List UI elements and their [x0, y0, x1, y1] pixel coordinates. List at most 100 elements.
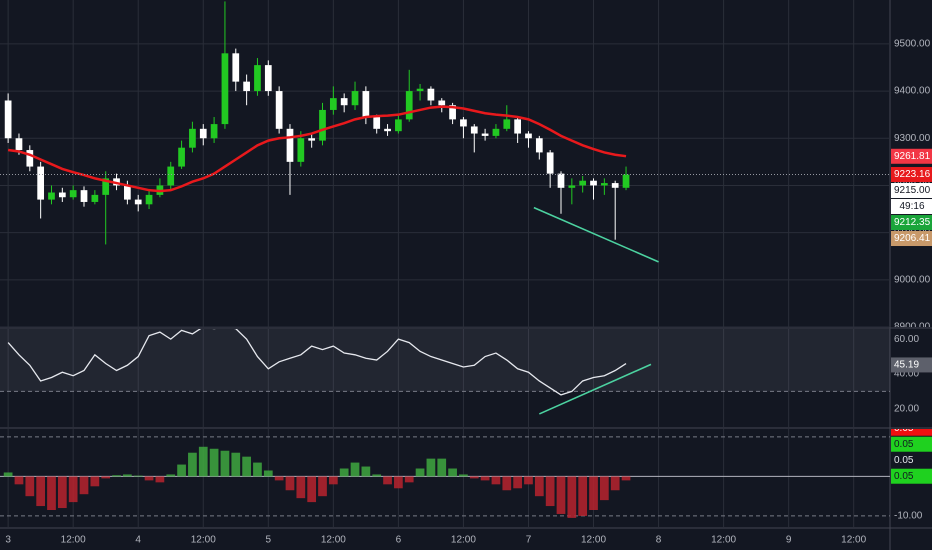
histogram-bar [318, 476, 327, 497]
candle-body [449, 105, 456, 120]
candle-body [275, 91, 283, 129]
countdown-box [891, 199, 932, 215]
price-label-box [891, 148, 932, 164]
x-tick-label: 12:00 [321, 535, 346, 546]
histogram-bar [177, 464, 186, 477]
x-tick-label: 6 [396, 535, 402, 546]
candle-body [58, 192, 66, 198]
histogram-bar [469, 476, 479, 479]
histogram-bar [491, 476, 501, 485]
histogram-bar [231, 452, 241, 477]
candle-body [243, 81, 250, 92]
x-tick-label: 12:00 [841, 535, 866, 546]
candle-body [329, 98, 337, 110]
y-tick-label: 8900.00 [894, 322, 931, 333]
histogram-bar [220, 450, 230, 477]
histogram-bar [599, 476, 609, 501]
candle-body [232, 53, 240, 82]
price-label: 9215.00 [894, 185, 931, 196]
price-label: 9223.16 [894, 169, 931, 180]
histogram-bar [567, 476, 577, 518]
histogram-bar [339, 468, 349, 477]
candle-body [405, 91, 413, 120]
candle-body [557, 173, 565, 188]
histogram-bar [350, 462, 360, 477]
candle-body [568, 185, 576, 188]
histogram-bar [610, 476, 620, 491]
candle-body [395, 119, 402, 132]
x-tick-label: 12:00 [191, 535, 216, 546]
candle-body [579, 180, 587, 186]
candle-body [297, 138, 305, 162]
candle-body [427, 88, 435, 101]
histogram-bar [426, 458, 436, 477]
histogram-bar [372, 474, 382, 477]
histogram-bar [328, 476, 338, 485]
x-tick-label: 12:00 [61, 535, 86, 546]
histogram-bar [621, 476, 631, 481]
candle-body [470, 126, 478, 134]
histogram-bar [166, 474, 176, 477]
pane [0, 0, 890, 327]
histogram-bar [198, 446, 208, 477]
candle-body [503, 119, 511, 129]
histogram-bar [578, 476, 588, 516]
candle-body [37, 166, 45, 200]
histogram-bar [383, 476, 392, 485]
histogram-bar [274, 476, 284, 481]
histogram-bar [209, 448, 219, 477]
price-label-box [891, 429, 932, 436]
price-label-box [891, 468, 932, 484]
candle-body [535, 138, 543, 153]
x-tick-label: 4 [135, 535, 141, 546]
candle-body [15, 138, 23, 151]
price-label: 9261.81 [894, 151, 931, 162]
histogram-bar [534, 476, 544, 497]
price-label-box [891, 357, 932, 373]
histogram-bar [3, 472, 13, 477]
candle-body [48, 192, 55, 200]
pane [0, 429, 890, 527]
candle-body [373, 117, 381, 129]
histogram-bar [361, 466, 371, 477]
price-label-box [891, 436, 932, 452]
histogram-bar [90, 476, 100, 487]
histogram-bar [101, 476, 111, 479]
histogram-bar [14, 476, 24, 485]
candle-body [590, 180, 597, 186]
histogram-bar [263, 470, 273, 477]
price-label: 0.05 [894, 455, 914, 466]
price-label: 45.19 [894, 360, 919, 371]
histogram-bar [394, 476, 403, 489]
histogram-bar [155, 476, 165, 483]
candle-body [91, 194, 99, 202]
y-tick-label: 20.00 [894, 404, 919, 415]
band [0, 329, 890, 392]
histogram-bar [415, 468, 425, 477]
candle-body [134, 199, 142, 205]
histogram-bar [589, 476, 598, 511]
candle-body [362, 91, 370, 118]
moving-average [7, 105, 627, 193]
trendline [533, 206, 659, 263]
histogram-bar [79, 476, 89, 495]
candle-body [438, 100, 446, 106]
x-tick-label: 8 [656, 535, 662, 546]
candle-body [102, 178, 110, 195]
price-label: 0.05 [894, 439, 914, 450]
candle-body [308, 138, 316, 141]
candle-body [254, 65, 261, 92]
histogram-bar [545, 476, 555, 507]
candle-body [69, 190, 77, 198]
y-tick-label: 40.00 [894, 369, 919, 380]
histogram-bar [57, 476, 67, 509]
histogram-bar [437, 458, 447, 477]
candle-body [611, 183, 619, 188]
histogram-bar [285, 476, 295, 491]
x-tick-label: 7 [526, 535, 532, 546]
candle-body [351, 91, 359, 106]
candle-body [189, 128, 196, 148]
histogram-bar [296, 476, 306, 499]
candle-body [600, 183, 608, 186]
